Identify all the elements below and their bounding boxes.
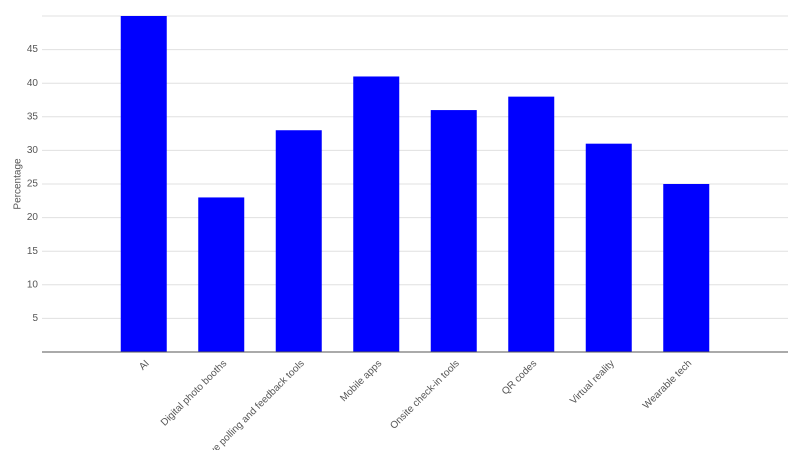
- y-axis-label: Percentage: [13, 158, 24, 210]
- y-tick-label: 30: [27, 145, 39, 156]
- y-tick-label: 40: [27, 78, 39, 89]
- x-tick-label: Mobile apps: [338, 358, 384, 404]
- y-tick-label: 25: [27, 179, 39, 190]
- y-tick-label: 45: [27, 44, 39, 55]
- y-tick-label: 20: [27, 212, 39, 223]
- x-tick-label: Digital photo booths: [159, 358, 229, 428]
- bar: [353, 76, 400, 352]
- y-tick-label: 35: [27, 111, 39, 122]
- y-tick-label: 5: [32, 313, 38, 324]
- x-tick-label: AI: [137, 358, 151, 372]
- x-tick-label: Virtual reality: [568, 358, 617, 407]
- y-tick-label: 10: [27, 279, 39, 290]
- x-tick-label: QR codes: [500, 358, 539, 397]
- bar: [663, 184, 710, 352]
- bar: [198, 197, 245, 352]
- bar: [430, 110, 477, 352]
- bar: [585, 143, 632, 352]
- x-tick-label: Wearable tech: [641, 358, 694, 411]
- bar: [508, 96, 555, 352]
- x-tick-label: Onsite check-in tools: [388, 358, 461, 431]
- bar: [275, 130, 322, 352]
- y-tick-label: 15: [27, 246, 39, 257]
- bar: [120, 16, 167, 352]
